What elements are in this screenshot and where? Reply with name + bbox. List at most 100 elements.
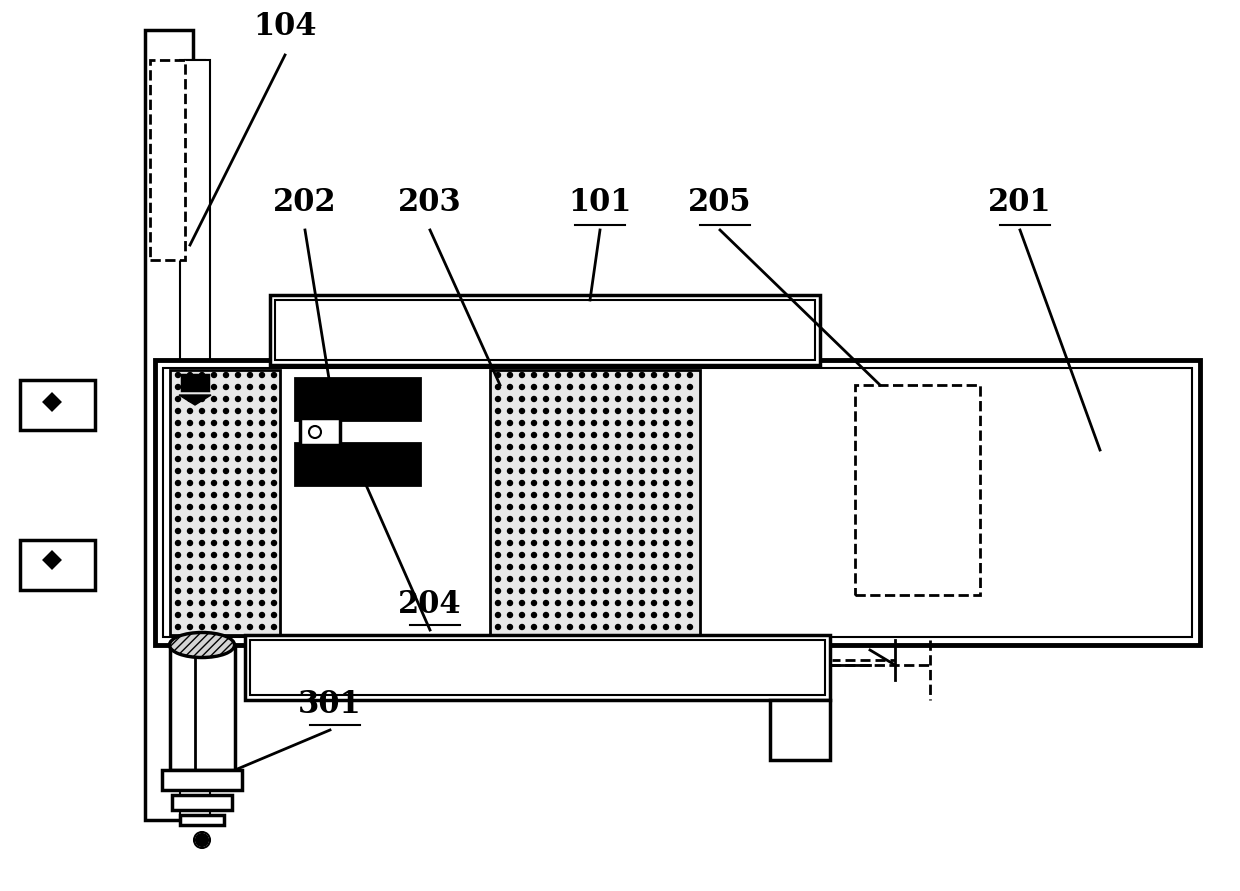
Circle shape [212, 396, 217, 402]
Circle shape [496, 552, 501, 558]
Circle shape [532, 385, 537, 389]
Circle shape [200, 456, 205, 462]
Bar [490, 370, 701, 635]
Circle shape [259, 601, 264, 606]
Circle shape [568, 601, 573, 606]
Circle shape [556, 445, 560, 449]
Circle shape [556, 565, 560, 569]
Circle shape [591, 396, 596, 402]
Circle shape [543, 432, 548, 437]
Circle shape [604, 480, 609, 486]
Circle shape [176, 552, 181, 558]
Circle shape [663, 445, 668, 449]
Circle shape [236, 576, 241, 582]
Circle shape [236, 480, 241, 486]
Circle shape [212, 385, 217, 389]
Circle shape [200, 565, 205, 569]
Circle shape [687, 504, 692, 510]
Circle shape [651, 552, 656, 558]
Circle shape [663, 552, 668, 558]
Circle shape [543, 385, 548, 389]
Circle shape [496, 385, 501, 389]
Circle shape [212, 456, 217, 462]
Circle shape [259, 576, 264, 582]
Circle shape [212, 517, 217, 521]
Circle shape [627, 588, 632, 593]
Circle shape [187, 432, 192, 437]
Circle shape [496, 576, 501, 582]
Circle shape [248, 421, 253, 426]
Circle shape [663, 504, 668, 510]
Circle shape [223, 456, 228, 462]
Circle shape [663, 432, 668, 437]
Circle shape [604, 408, 609, 413]
Circle shape [187, 456, 192, 462]
Circle shape [627, 528, 632, 534]
Circle shape [556, 456, 560, 462]
Circle shape [556, 517, 560, 521]
Circle shape [200, 625, 205, 630]
Circle shape [532, 565, 537, 569]
Circle shape [507, 541, 512, 545]
Circle shape [223, 588, 228, 593]
Circle shape [568, 493, 573, 497]
Circle shape [615, 552, 620, 558]
Circle shape [187, 552, 192, 558]
Circle shape [651, 565, 656, 569]
Circle shape [212, 528, 217, 534]
Circle shape [223, 396, 228, 402]
Circle shape [187, 372, 192, 378]
Circle shape [579, 588, 584, 593]
Circle shape [532, 421, 537, 426]
Circle shape [223, 408, 228, 413]
Circle shape [507, 552, 512, 558]
Circle shape [223, 612, 228, 617]
Circle shape [176, 541, 181, 545]
Circle shape [676, 385, 681, 389]
Circle shape [507, 504, 512, 510]
Circle shape [496, 541, 501, 545]
Circle shape [507, 517, 512, 521]
Circle shape [676, 432, 681, 437]
Circle shape [507, 456, 512, 462]
Circle shape [223, 385, 228, 389]
Circle shape [687, 445, 692, 449]
Text: 204: 204 [398, 589, 461, 620]
Circle shape [604, 612, 609, 617]
Circle shape [532, 528, 537, 534]
Circle shape [604, 552, 609, 558]
Circle shape [496, 445, 501, 449]
Circle shape [627, 517, 632, 521]
Circle shape [496, 504, 501, 510]
Circle shape [520, 504, 525, 510]
Circle shape [248, 396, 253, 402]
Circle shape [640, 385, 645, 389]
Circle shape [212, 493, 217, 497]
Circle shape [236, 528, 241, 534]
Circle shape [187, 385, 192, 389]
Circle shape [543, 504, 548, 510]
Circle shape [543, 456, 548, 462]
Circle shape [556, 432, 560, 437]
Circle shape [272, 565, 277, 569]
Circle shape [651, 625, 656, 630]
Circle shape [627, 576, 632, 582]
Circle shape [591, 612, 596, 617]
Circle shape [651, 493, 656, 497]
Circle shape [640, 504, 645, 510]
Circle shape [236, 372, 241, 378]
Circle shape [676, 421, 681, 426]
Circle shape [187, 612, 192, 617]
Circle shape [543, 612, 548, 617]
Circle shape [212, 432, 217, 437]
Circle shape [687, 493, 692, 497]
Circle shape [640, 456, 645, 462]
Circle shape [248, 408, 253, 413]
Circle shape [663, 385, 668, 389]
Circle shape [496, 565, 501, 569]
Circle shape [223, 493, 228, 497]
Circle shape [651, 372, 656, 378]
Circle shape [651, 528, 656, 534]
Circle shape [556, 396, 560, 402]
Circle shape [496, 528, 501, 534]
